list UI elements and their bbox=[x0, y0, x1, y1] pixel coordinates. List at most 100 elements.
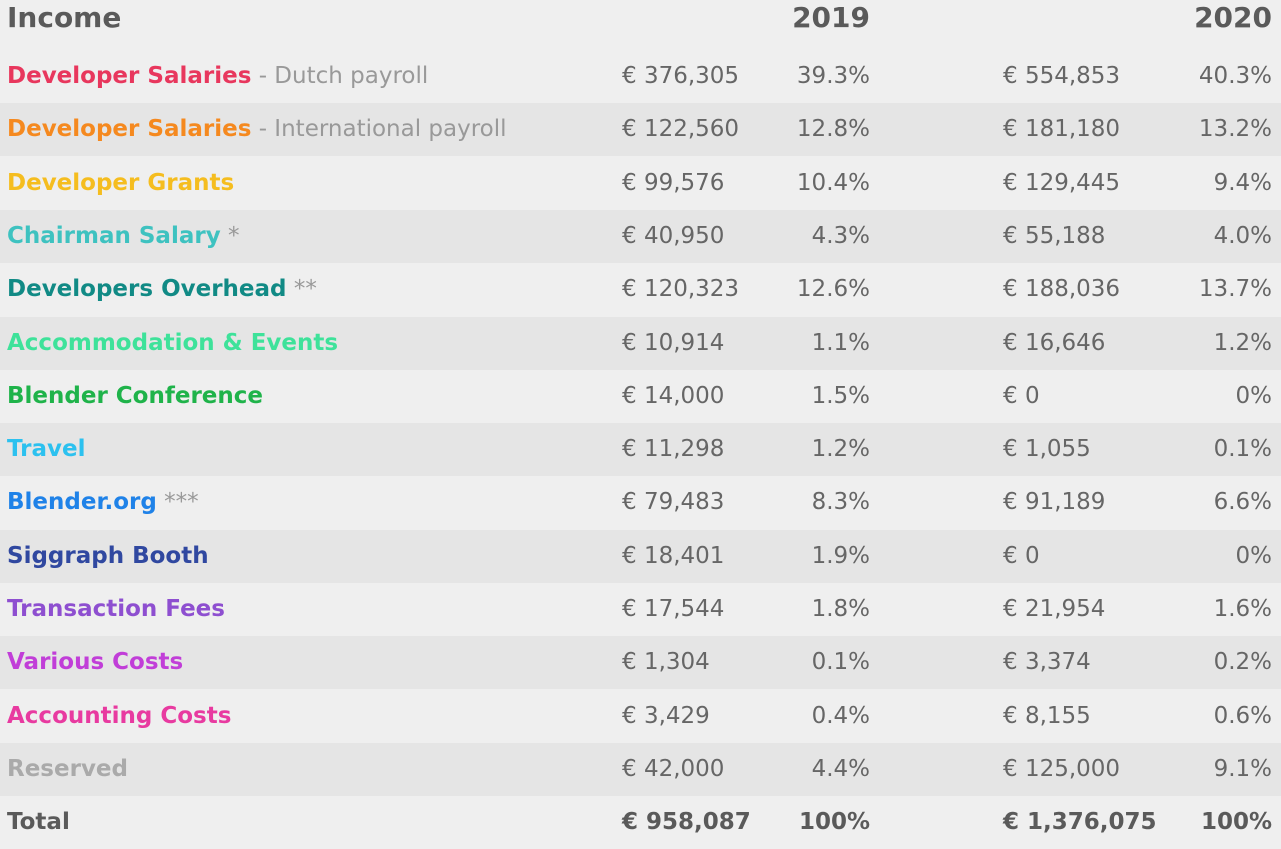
amount-2019: € 18,401 bbox=[622, 543, 725, 569]
amount-2019: € 42,000 bbox=[622, 756, 725, 782]
percent-2019: 1.9% bbox=[811, 543, 870, 569]
row-label: Various Costs bbox=[7, 636, 183, 689]
total-percent-2020: 100% bbox=[1200, 809, 1272, 835]
amount-2020: € 8,155 bbox=[1003, 703, 1091, 729]
amount-2019: € 10,914 bbox=[622, 330, 725, 356]
amount-2020: € 129,445 bbox=[1003, 170, 1121, 196]
table-row: Transaction Fees € 17,544 1.8% € 21,954 1.6% bbox=[0, 583, 1281, 636]
row-label: Developer Salaries - International payro… bbox=[7, 103, 507, 156]
category-name: Various Costs bbox=[7, 649, 184, 675]
category-name: Accommodation & Events bbox=[7, 330, 339, 356]
percent-2019: 10.4% bbox=[796, 170, 870, 196]
percent-2020: 0.1% bbox=[1213, 436, 1272, 462]
category-note: * bbox=[220, 223, 240, 249]
category-name: Travel bbox=[7, 436, 86, 462]
amount-2020: € 55,188 bbox=[1003, 223, 1106, 249]
row-label: Reserved bbox=[7, 743, 128, 796]
row-label: Transaction Fees bbox=[7, 583, 225, 636]
category-name: Blender Conference bbox=[7, 383, 264, 409]
row-label: Developer Salaries - Dutch payroll bbox=[7, 50, 428, 103]
total-percent-2019: 100% bbox=[798, 809, 870, 835]
table-row: Reserved € 42,000 4.4% € 125,000 9.1% bbox=[0, 743, 1281, 796]
percent-2020: 1.2% bbox=[1213, 330, 1272, 356]
percent-2020: 0% bbox=[1235, 543, 1273, 569]
table-row: Blender Conference € 14,000 1.5% € 0 0% bbox=[0, 370, 1281, 423]
table-row: Developer Grants € 99,576 10.4% € 129,445 9.… bbox=[0, 157, 1281, 210]
percent-2019: 4.3% bbox=[811, 223, 870, 249]
amount-2020: € 181,180 bbox=[1003, 116, 1121, 142]
amount-2019: € 40,950 bbox=[622, 223, 725, 249]
percent-2019: 4.4% bbox=[811, 756, 870, 782]
row-label: Accounting Costs bbox=[7, 690, 231, 743]
table-row: Various Costs € 1,304 0.1% € 3,374 0.2% bbox=[0, 636, 1281, 689]
amount-2019: € 11,298 bbox=[622, 436, 725, 462]
category-name: Developer Salaries bbox=[7, 63, 252, 89]
year-2019-heading: 2019 bbox=[792, 1, 870, 34]
row-label: Developers Overhead ** bbox=[7, 263, 317, 316]
category-name: Accounting Costs bbox=[7, 703, 232, 729]
percent-2020: 13.2% bbox=[1198, 116, 1272, 142]
row-label: Chairman Salary * bbox=[7, 210, 240, 263]
row-label: Developer Grants bbox=[7, 157, 234, 210]
table-row: Accommodation & Events € 10,914 1.1% € 16,6… bbox=[0, 317, 1281, 370]
percent-2020: 9.1% bbox=[1213, 756, 1272, 782]
category-name: Developer Salaries bbox=[7, 116, 252, 142]
table-row: Siggraph Booth € 18,401 1.9% € 0 0% bbox=[0, 530, 1281, 583]
row-label: Travel bbox=[7, 423, 86, 476]
amount-2020: € 0 bbox=[1003, 383, 1040, 409]
row-label: Accommodation & Events bbox=[7, 317, 338, 370]
percent-2019: 1.1% bbox=[811, 330, 870, 356]
category-name: Developers Overhead bbox=[7, 276, 287, 302]
category-note: - Dutch payroll bbox=[251, 63, 429, 89]
percent-2019: 0.1% bbox=[811, 649, 870, 675]
percent-2019: 8.3% bbox=[811, 489, 870, 515]
percent-2019: 12.8% bbox=[796, 116, 870, 142]
table-title: Income bbox=[7, 1, 122, 34]
percent-2019: 1.8% bbox=[811, 596, 870, 622]
amount-2019: € 14,000 bbox=[622, 383, 725, 409]
amount-2019: € 1,304 bbox=[622, 649, 710, 675]
total-amount-2019: € 958,087 bbox=[622, 809, 751, 835]
category-name: Siggraph Booth bbox=[7, 543, 209, 569]
percent-2019: 1.5% bbox=[811, 383, 870, 409]
percent-2019: 1.2% bbox=[811, 436, 870, 462]
category-name: Developer Grants bbox=[7, 170, 235, 196]
category-name: Transaction Fees bbox=[7, 596, 225, 622]
category-name: Chairman Salary bbox=[7, 223, 221, 249]
total-row: Total € 958,087 100% € 1,376,075 100% bbox=[0, 796, 1281, 849]
amount-2019: € 99,576 bbox=[622, 170, 725, 196]
amount-2020: € 0 bbox=[1003, 543, 1040, 569]
table-row: Travel € 11,298 1.2% € 1,055 0.1% bbox=[0, 423, 1281, 476]
table-row: Accounting Costs € 3,429 0.4% € 8,155 0.6% bbox=[0, 690, 1281, 743]
percent-2019: 39.3% bbox=[796, 63, 870, 89]
table-row: Developers Overhead ** € 120,323 12.6% € 18… bbox=[0, 263, 1281, 316]
category-name: Blender.org bbox=[7, 489, 157, 515]
amount-2019: € 122,560 bbox=[622, 116, 740, 142]
amount-2020: € 1,055 bbox=[1003, 436, 1091, 462]
amount-2020: € 188,036 bbox=[1003, 276, 1121, 302]
amount-2019: € 17,544 bbox=[622, 596, 725, 622]
amount-2019: € 376,305 bbox=[622, 63, 740, 89]
table-row: Chairman Salary * € 40,950 4.3% € 55,188 4.0… bbox=[0, 210, 1281, 263]
percent-2019: 12.6% bbox=[796, 276, 870, 302]
percent-2020: 0.6% bbox=[1213, 703, 1272, 729]
amount-2020: € 91,189 bbox=[1003, 489, 1106, 515]
amount-2019: € 79,483 bbox=[622, 489, 725, 515]
category-note: *** bbox=[156, 489, 199, 515]
table-row: Blender.org *** € 79,483 8.3% € 91,189 6.6% bbox=[0, 476, 1281, 529]
percent-2020: 0.2% bbox=[1213, 649, 1272, 675]
percent-2020: 40.3% bbox=[1198, 63, 1272, 89]
percent-2020: 9.4% bbox=[1213, 170, 1272, 196]
amount-2020: € 16,646 bbox=[1003, 330, 1106, 356]
percent-2019: 0.4% bbox=[811, 703, 870, 729]
total-amount-2020: € 1,376,075 bbox=[1003, 809, 1157, 835]
percent-2020: 6.6% bbox=[1213, 489, 1272, 515]
total-label: Total bbox=[7, 809, 70, 835]
table-row: Developer Salaries - International payro… bbox=[0, 103, 1281, 156]
row-label: Blender.org *** bbox=[7, 476, 199, 529]
year-2020-heading: 2020 bbox=[1194, 1, 1272, 34]
table-row: Developer Salaries - Dutch payroll € 376,… bbox=[0, 50, 1281, 103]
amount-2020: € 554,853 bbox=[1003, 63, 1121, 89]
amount-2019: € 3,429 bbox=[622, 703, 710, 729]
